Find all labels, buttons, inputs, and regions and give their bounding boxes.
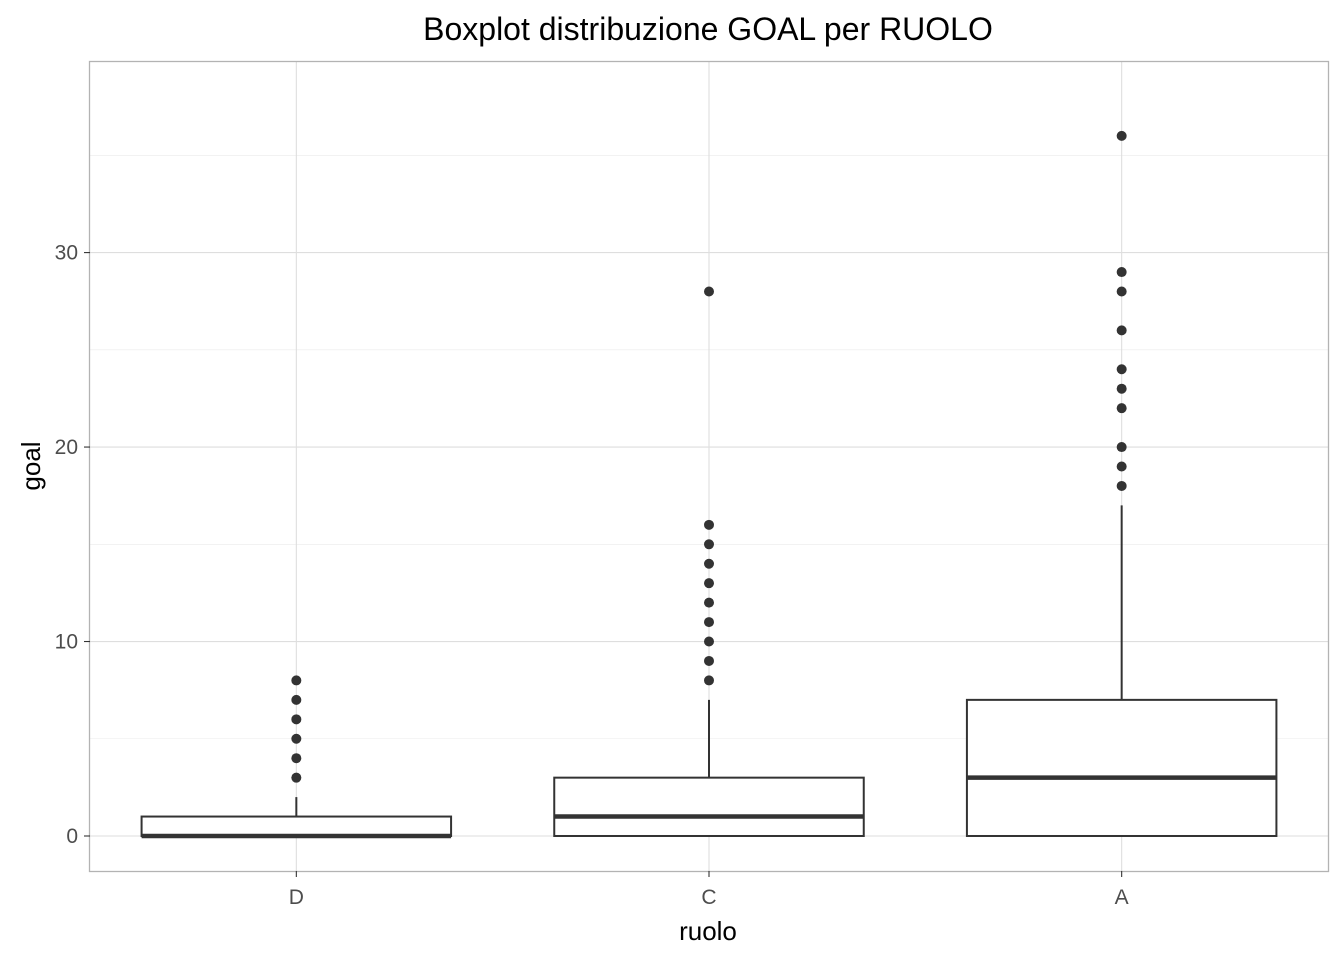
outlier-point <box>704 578 714 589</box>
outlier-point <box>291 694 302 705</box>
outlier-point <box>291 733 302 744</box>
y-tick-label: 10 <box>55 631 78 654</box>
outlier-point <box>1116 383 1127 394</box>
outlier-point <box>291 675 302 686</box>
x-tick-label: D <box>289 886 304 909</box>
x-tick-label: A <box>1115 886 1129 909</box>
outlier-point <box>291 772 302 783</box>
y-tick-label: 30 <box>55 242 78 265</box>
y-tick-label: 0 <box>66 825 78 848</box>
outlier-point <box>1116 480 1127 491</box>
box-group-d <box>140 675 453 839</box>
outlier-point <box>291 714 302 725</box>
axis-layer: 0 10 20 30 D C A <box>55 242 1129 909</box>
outlier-point <box>704 636 714 647</box>
boxes-layer <box>140 130 1278 839</box>
outlier-point <box>704 539 714 550</box>
outlier-point <box>704 675 714 686</box>
outlier-point <box>1116 267 1127 278</box>
outlier-point <box>1116 130 1127 141</box>
outlier-point <box>704 519 714 530</box>
outlier-point <box>1116 325 1127 336</box>
outlier-point <box>704 558 714 569</box>
outlier-point <box>704 286 714 297</box>
box-iqr <box>553 776 865 837</box>
chart-title: Boxplot distribuzione GOAL per RUOLO <box>423 11 993 47</box>
outlier-point <box>704 597 714 608</box>
y-tick-label: 20 <box>55 436 78 459</box>
outlier-point <box>1116 461 1127 472</box>
box-iqr <box>965 698 1278 837</box>
outlier-point <box>1116 403 1127 414</box>
y-axis-title: goal <box>16 441 46 490</box>
box-group-c <box>553 286 865 837</box>
box-iqr <box>140 815 453 837</box>
outlier-point <box>1116 286 1127 297</box>
outlier-point <box>291 753 302 764</box>
outlier-point <box>704 617 714 628</box>
box-group-a <box>965 130 1278 837</box>
x-axis-title: ruolo <box>679 916 737 946</box>
outlier-point <box>1116 364 1127 375</box>
outlier-point <box>704 655 714 666</box>
x-tick-label: C <box>701 886 716 909</box>
outlier-point <box>1116 442 1127 453</box>
